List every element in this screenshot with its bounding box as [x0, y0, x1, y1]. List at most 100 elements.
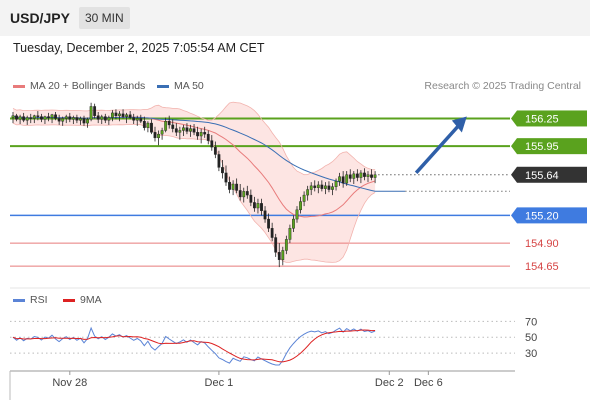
candle-body — [235, 183, 239, 191]
candle-body — [238, 190, 242, 198]
legend-ma20: MA 20 + Bollinger Bands — [13, 80, 145, 92]
timeframe-button[interactable]: 30 MIN — [79, 7, 130, 29]
candle-body — [121, 113, 125, 117]
candle-body — [22, 116, 26, 121]
candle-body — [299, 201, 302, 211]
candle-body — [242, 191, 246, 198]
candle-body — [224, 172, 228, 183]
rsi-ma-line — [12, 329, 376, 363]
candle-body — [302, 194, 306, 202]
legend-rsi: RSI — [13, 294, 48, 306]
target-arrow-shaft — [414, 125, 460, 174]
candle-body — [178, 130, 182, 133]
level-label-154-65: 154.65 — [525, 261, 559, 273]
candle-body — [32, 115, 36, 119]
candle-body — [29, 117, 33, 119]
candle-body — [110, 112, 114, 118]
candle-body — [228, 181, 231, 190]
bollinger-bands-fill — [13, 102, 376, 263]
candle-body — [249, 194, 253, 203]
legend-ma50-swatch — [157, 84, 169, 88]
candle-body — [210, 140, 214, 148]
candle-body — [189, 128, 192, 132]
candle-body — [118, 113, 121, 116]
candle-body — [25, 117, 29, 121]
candle-body — [281, 250, 285, 260]
rsi-line — [12, 326, 376, 366]
candle-body — [86, 119, 89, 124]
credit-text: Research © 2025 Trading Central — [424, 80, 581, 92]
candle-body — [203, 132, 207, 135]
level-tag-pointer-155-64 — [511, 166, 517, 183]
candle-body — [199, 132, 203, 137]
candle-body — [217, 154, 221, 168]
candle-body — [174, 128, 178, 133]
candle-body — [327, 185, 331, 190]
candle-body — [100, 116, 104, 120]
candle-body — [11, 115, 15, 118]
level-label-154-90: 154.90 — [525, 238, 559, 250]
candle-body — [363, 172, 366, 177]
candle-body — [43, 116, 47, 120]
candle-body — [128, 114, 132, 118]
candle-body — [256, 203, 260, 209]
x-tick-label: Dec 6 — [414, 377, 443, 389]
candle-body — [96, 115, 100, 120]
candle-body — [61, 118, 65, 122]
candle-body — [373, 174, 377, 178]
candle-body — [64, 116, 68, 119]
candle-body — [142, 121, 146, 128]
candle-body — [284, 239, 288, 251]
candle-body — [309, 185, 313, 190]
timestamp: Tuesday, December 2, 2025 7:05:54 AM CET — [13, 41, 265, 55]
symbol-title: USD/JPY — [10, 10, 70, 26]
candle-body — [267, 218, 270, 229]
candle-body — [370, 174, 373, 178]
candle-body — [68, 116, 72, 120]
candle-body — [54, 114, 58, 119]
candle-body — [47, 116, 50, 118]
candle-body — [245, 191, 249, 196]
candle-body — [277, 252, 281, 260]
bollinger-lower-line — [12, 122, 376, 263]
candle-body — [345, 174, 349, 184]
candle-body — [192, 128, 196, 133]
legend-ma50-label: MA 50 — [174, 80, 204, 92]
candle-body — [18, 116, 22, 120]
candle-body — [82, 118, 86, 124]
legend-rsi-label: RSI — [30, 294, 48, 306]
candle-body — [103, 116, 107, 121]
candle-body — [57, 118, 61, 122]
candle-body — [71, 117, 75, 120]
x-tick-label: Nov 28 — [52, 377, 87, 389]
candle-body — [93, 106, 97, 116]
target-arrow-head — [451, 116, 467, 133]
candle-body — [114, 112, 118, 116]
candle-body — [157, 133, 160, 139]
candle-body — [292, 218, 295, 229]
candle-body — [107, 117, 111, 121]
candle-body — [36, 115, 40, 117]
legend-ma20-label: MA 20 + Bollinger Bands — [30, 80, 146, 92]
candle-body — [139, 118, 143, 122]
legend-9ma: 9MA — [63, 294, 102, 306]
candle-body — [316, 184, 320, 188]
x-tick-label: Dec 2 — [375, 377, 404, 389]
candle-body — [334, 181, 338, 187]
candle-body — [181, 127, 185, 131]
candle-body — [75, 117, 79, 121]
candle-body — [167, 121, 171, 126]
candle-body — [359, 172, 363, 178]
candle-body — [164, 121, 168, 131]
candle-body — [295, 209, 299, 220]
level-tag-pointer-155-95 — [511, 138, 517, 155]
candle-body — [331, 186, 334, 190]
legend-ma20-swatch — [13, 84, 25, 88]
candle-body — [313, 185, 317, 188]
candle-body — [274, 237, 278, 253]
candle-body — [324, 185, 327, 189]
candle-body — [252, 202, 256, 209]
bollinger-upper-line — [12, 101, 376, 176]
candle-body — [221, 167, 224, 174]
rsi-tick-70: 70 — [525, 316, 537, 328]
